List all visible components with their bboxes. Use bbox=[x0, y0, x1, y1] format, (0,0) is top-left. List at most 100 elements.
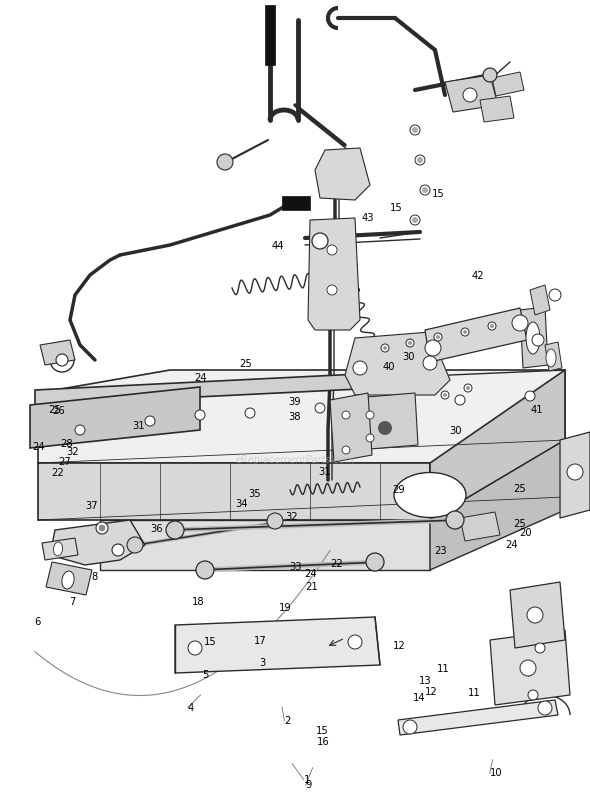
Text: 15: 15 bbox=[316, 726, 329, 736]
Polygon shape bbox=[265, 5, 275, 65]
Text: 24: 24 bbox=[195, 373, 207, 383]
Circle shape bbox=[443, 393, 447, 397]
Circle shape bbox=[99, 525, 105, 531]
Circle shape bbox=[245, 408, 255, 418]
Text: 27: 27 bbox=[58, 457, 71, 467]
Circle shape bbox=[412, 217, 418, 223]
Polygon shape bbox=[480, 96, 514, 122]
Polygon shape bbox=[46, 562, 92, 595]
Polygon shape bbox=[282, 196, 310, 210]
Polygon shape bbox=[460, 512, 500, 541]
Circle shape bbox=[535, 643, 545, 653]
Circle shape bbox=[512, 315, 528, 331]
Polygon shape bbox=[530, 285, 550, 315]
Text: 33: 33 bbox=[289, 562, 301, 572]
Text: 9: 9 bbox=[306, 781, 312, 790]
Polygon shape bbox=[490, 630, 570, 705]
Text: 41: 41 bbox=[531, 406, 543, 415]
Text: 25: 25 bbox=[239, 359, 252, 368]
Polygon shape bbox=[315, 148, 370, 200]
Text: 4: 4 bbox=[188, 703, 194, 713]
Text: 25: 25 bbox=[48, 406, 61, 415]
Circle shape bbox=[538, 701, 552, 715]
Circle shape bbox=[420, 185, 430, 195]
Circle shape bbox=[422, 187, 428, 193]
Text: 1: 1 bbox=[304, 775, 310, 785]
Text: 24: 24 bbox=[32, 442, 45, 452]
Circle shape bbox=[406, 339, 414, 347]
Ellipse shape bbox=[546, 349, 556, 367]
Circle shape bbox=[112, 544, 124, 556]
Circle shape bbox=[366, 553, 384, 571]
Circle shape bbox=[383, 346, 387, 350]
Circle shape bbox=[267, 513, 283, 529]
Text: 17: 17 bbox=[254, 636, 267, 646]
Ellipse shape bbox=[62, 571, 74, 589]
Text: 15: 15 bbox=[389, 204, 402, 213]
Polygon shape bbox=[520, 307, 548, 368]
Text: 12: 12 bbox=[425, 687, 438, 696]
Circle shape bbox=[188, 641, 202, 655]
Circle shape bbox=[532, 334, 544, 346]
Circle shape bbox=[425, 340, 441, 356]
Text: 34: 34 bbox=[235, 499, 247, 509]
Text: 22: 22 bbox=[51, 469, 64, 478]
Ellipse shape bbox=[394, 473, 466, 517]
Circle shape bbox=[527, 607, 543, 623]
Polygon shape bbox=[430, 370, 565, 520]
Text: 24: 24 bbox=[304, 569, 316, 579]
Polygon shape bbox=[38, 370, 565, 463]
Circle shape bbox=[366, 411, 374, 419]
Circle shape bbox=[423, 356, 437, 370]
Polygon shape bbox=[345, 332, 450, 395]
Circle shape bbox=[463, 88, 477, 102]
Circle shape bbox=[403, 720, 417, 734]
Circle shape bbox=[436, 335, 440, 339]
Text: 40: 40 bbox=[382, 362, 395, 372]
Circle shape bbox=[196, 561, 214, 579]
Circle shape bbox=[348, 635, 362, 649]
Circle shape bbox=[366, 434, 374, 442]
Circle shape bbox=[466, 386, 470, 390]
Polygon shape bbox=[308, 218, 360, 330]
Circle shape bbox=[166, 521, 184, 539]
Circle shape bbox=[525, 391, 535, 401]
Text: eReplacementParts.com: eReplacementParts.com bbox=[235, 455, 355, 465]
Polygon shape bbox=[30, 387, 200, 448]
Circle shape bbox=[490, 324, 494, 328]
Polygon shape bbox=[38, 463, 430, 520]
Text: 30: 30 bbox=[450, 427, 462, 436]
Text: 6: 6 bbox=[34, 617, 41, 627]
Circle shape bbox=[50, 348, 74, 372]
Polygon shape bbox=[492, 72, 524, 96]
Circle shape bbox=[56, 354, 68, 366]
Circle shape bbox=[217, 154, 233, 170]
Text: 26: 26 bbox=[52, 406, 65, 416]
Circle shape bbox=[412, 127, 418, 133]
Circle shape bbox=[528, 690, 538, 700]
Text: 29: 29 bbox=[392, 485, 405, 494]
Text: 31: 31 bbox=[319, 467, 331, 477]
Circle shape bbox=[105, 420, 115, 430]
Polygon shape bbox=[330, 393, 372, 462]
Text: 12: 12 bbox=[393, 642, 406, 651]
Circle shape bbox=[145, 416, 155, 426]
Circle shape bbox=[417, 157, 423, 163]
Circle shape bbox=[385, 398, 395, 408]
Circle shape bbox=[75, 425, 85, 435]
Text: 43: 43 bbox=[361, 213, 373, 223]
Circle shape bbox=[488, 322, 496, 330]
Circle shape bbox=[378, 421, 392, 435]
Text: 16: 16 bbox=[317, 737, 330, 747]
Circle shape bbox=[127, 537, 143, 553]
Text: 5: 5 bbox=[202, 671, 208, 680]
Circle shape bbox=[446, 511, 464, 529]
Circle shape bbox=[327, 285, 337, 295]
Text: 31: 31 bbox=[133, 421, 145, 431]
Circle shape bbox=[312, 233, 328, 249]
Circle shape bbox=[463, 330, 467, 334]
Text: 42: 42 bbox=[472, 271, 484, 281]
Text: 25: 25 bbox=[513, 484, 526, 494]
Text: 37: 37 bbox=[86, 501, 98, 511]
Polygon shape bbox=[510, 582, 565, 648]
